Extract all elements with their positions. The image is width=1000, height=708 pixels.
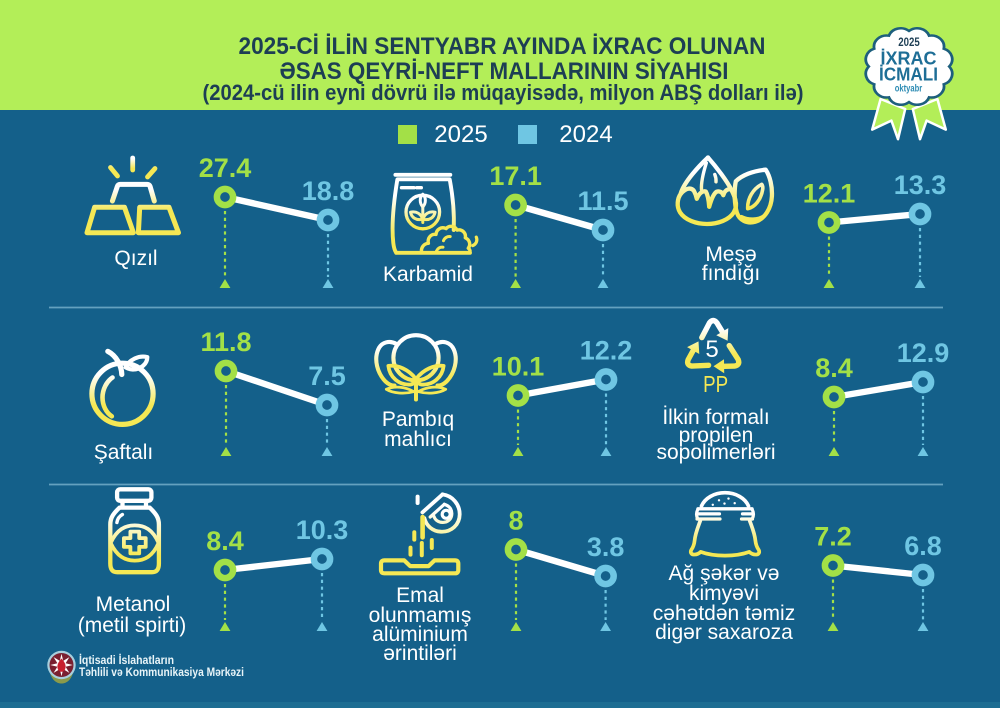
svg-text:10.3: 10.3 bbox=[296, 515, 349, 545]
svg-text:2025: 2025 bbox=[434, 121, 487, 148]
svg-text:8: 8 bbox=[508, 506, 523, 536]
svg-text:kimyəvi: kimyəvi bbox=[689, 582, 759, 605]
svg-text:Metanol: Metanol bbox=[96, 593, 171, 616]
svg-text:Ağ şəkər və: Ağ şəkər və bbox=[669, 562, 780, 585]
svg-text:12.1: 12.1 bbox=[803, 179, 856, 209]
svg-text:10.1: 10.1 bbox=[492, 352, 545, 382]
svg-text:8.4: 8.4 bbox=[206, 526, 244, 556]
svg-text:12.9: 12.9 bbox=[897, 338, 950, 368]
svg-text:(metil spirti): (metil spirti) bbox=[78, 614, 187, 637]
svg-text:fındığı: fındığı bbox=[702, 262, 760, 285]
svg-text:Karbamid: Karbamid bbox=[383, 263, 473, 286]
svg-text:Qızıl: Qızıl bbox=[114, 247, 157, 270]
svg-text:17.1: 17.1 bbox=[489, 161, 542, 191]
svg-text:PP: PP bbox=[703, 371, 728, 397]
svg-text:olunmamış: olunmamış bbox=[369, 604, 472, 627]
svg-text:3.8: 3.8 bbox=[587, 532, 625, 562]
svg-text:mahlıcı: mahlıcı bbox=[384, 428, 452, 451]
svg-text:(2024-cü ilin eyni dövrü ilə m: (2024-cü ilin eyni dövrü ilə müqayisədə,… bbox=[203, 80, 804, 105]
svg-text:Emal: Emal bbox=[396, 584, 444, 607]
svg-text:Şaftalı: Şaftalı bbox=[94, 441, 154, 464]
svg-text:Pambıq: Pambıq bbox=[382, 408, 454, 431]
svg-text:Meşə: Meşə bbox=[705, 243, 756, 266]
svg-text:sopolimerləri: sopolimerləri bbox=[656, 441, 775, 464]
svg-text:13.3: 13.3 bbox=[894, 170, 947, 200]
svg-text:alüminium: alüminium bbox=[372, 623, 468, 646]
svg-text:oktyabr: oktyabr bbox=[895, 83, 923, 95]
svg-text:cəhətdən təmiz: cəhətdən təmiz bbox=[653, 602, 795, 625]
svg-text:6.8: 6.8 bbox=[904, 531, 942, 561]
svg-text:İXRAC: İXRAC bbox=[881, 48, 937, 69]
svg-text:propilen: propilen bbox=[679, 424, 754, 447]
svg-text:digər saxaroza: digər saxaroza bbox=[655, 621, 793, 644]
svg-text:ərintiləri: ərintiləri bbox=[383, 642, 457, 665]
svg-text:İCMALI: İCMALI bbox=[879, 64, 938, 85]
svg-text:2025-Cİ İLİN SENTYABR AYINDA İ: 2025-Cİ İLİN SENTYABR AYINDA İXRAC OLUNA… bbox=[239, 33, 766, 60]
svg-text:5: 5 bbox=[705, 336, 718, 363]
svg-text:İqtisadi İslahatların: İqtisadi İslahatların bbox=[79, 652, 174, 667]
svg-text:7.5: 7.5 bbox=[308, 361, 346, 391]
svg-text:11.8: 11.8 bbox=[200, 327, 251, 357]
svg-text:27.4: 27.4 bbox=[199, 153, 252, 183]
svg-text:18.8: 18.8 bbox=[302, 176, 355, 206]
svg-text:7.2: 7.2 bbox=[814, 522, 852, 552]
svg-text:12.2: 12.2 bbox=[580, 336, 633, 366]
svg-text:8.4: 8.4 bbox=[815, 353, 853, 383]
svg-text:İlkin formalı: İlkin formalı bbox=[662, 406, 769, 429]
svg-text:2024: 2024 bbox=[559, 121, 612, 148]
svg-text:Təhlili və Kommunikasiya Mərkə: Təhlili və Kommunikasiya Mərkəzi bbox=[79, 665, 244, 679]
svg-text:ƏSAS QEYRİ-NEFT MALLARININ SİY: ƏSAS QEYRİ-NEFT MALLARININ SİYAHISI bbox=[280, 58, 729, 85]
svg-text:2025: 2025 bbox=[898, 35, 920, 49]
svg-text:11.5: 11.5 bbox=[577, 186, 628, 216]
